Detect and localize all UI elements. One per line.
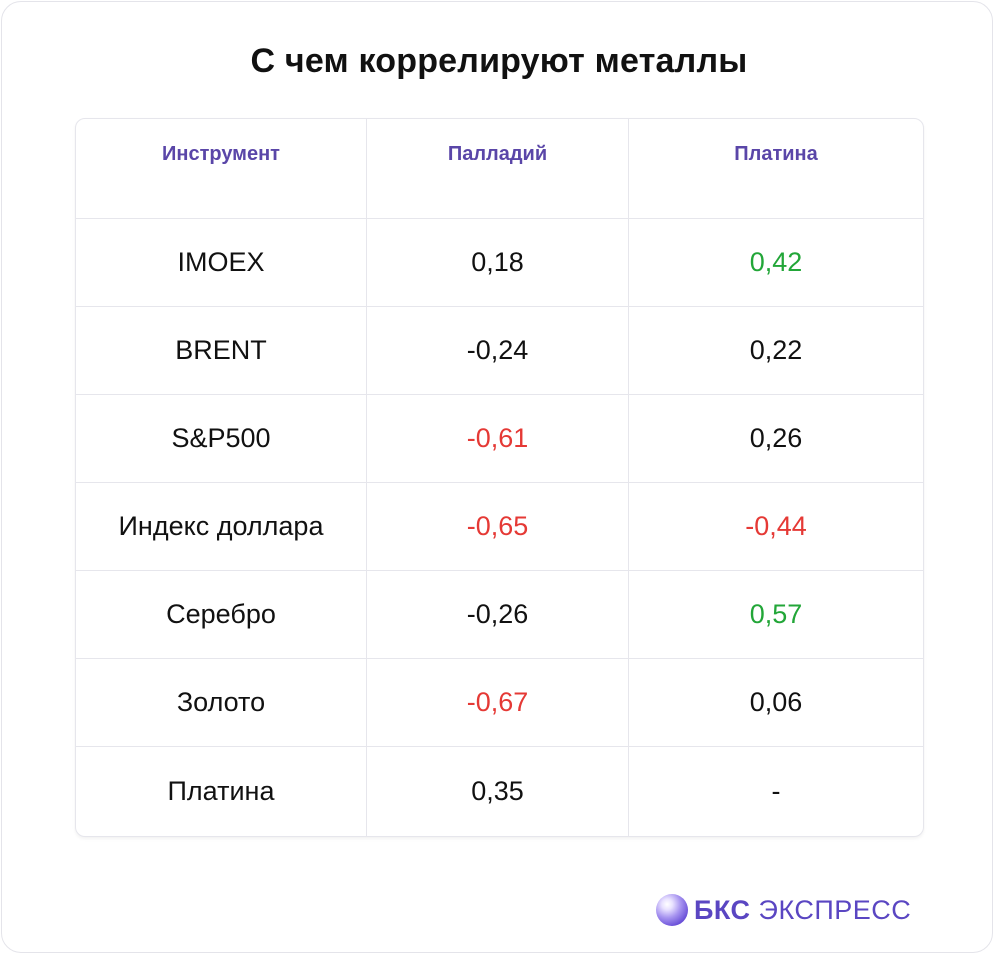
table-row: Серебро -0,26 0,57 xyxy=(76,571,923,659)
platinum-cell: -0,44 xyxy=(745,511,807,541)
table-row: Платина 0,35 - xyxy=(76,747,923,836)
platinum-cell: 0,06 xyxy=(749,687,803,717)
brand-name-rest: ЭКСПРЕСС xyxy=(758,894,912,925)
palladium-cell: -0,26 xyxy=(367,571,629,658)
correlation-table: Инструмент Палладий Платина IMOEX 0,18 0… xyxy=(75,118,924,837)
instrument-cell: Индекс доллара xyxy=(76,483,367,570)
instrument-cell: BRENT xyxy=(76,307,367,394)
platinum-cell: - xyxy=(771,776,781,806)
table-row: Индекс доллара -0,65 -0,44 xyxy=(76,483,923,571)
instrument-cell: IMOEX xyxy=(76,219,367,306)
header-instrument: Инструмент xyxy=(76,119,367,218)
palladium-cell: 0,18 xyxy=(367,219,629,306)
table-row: BRENT -0,24 0,22 xyxy=(76,307,923,395)
palladium-cell: 0,35 xyxy=(367,747,629,836)
instrument-cell: Платина xyxy=(76,747,367,836)
instrument-cell: Золото xyxy=(76,659,367,746)
brand-name: БКС ЭКСПРЕСС xyxy=(694,895,911,926)
platinum-cell: 0,22 xyxy=(749,335,803,365)
platinum-cell: 0,26 xyxy=(749,423,803,453)
table-row: IMOEX 0,18 0,42 xyxy=(76,219,923,307)
page-title: С чем коррелируют металлы xyxy=(250,42,748,80)
instrument-cell: S&P500 xyxy=(76,395,367,482)
header-platinum: Платина xyxy=(734,143,818,165)
palladium-cell: -0,67 xyxy=(367,659,629,746)
instrument-cell: Серебро xyxy=(76,571,367,658)
palladium-cell: -0,65 xyxy=(367,483,629,570)
sphere-logo-icon xyxy=(656,894,688,926)
brand-name-bold: БКС xyxy=(694,894,751,925)
table-row: S&P500 -0,61 0,26 xyxy=(76,395,923,483)
palladium-cell: -0,61 xyxy=(367,395,629,482)
platinum-cell: 0,57 xyxy=(749,599,803,629)
palladium-cell: -0,24 xyxy=(367,307,629,394)
brand-logo: БКС ЭКСПРЕСС xyxy=(656,892,911,928)
table-row: Золото -0,67 0,06 xyxy=(76,659,923,747)
platinum-cell: 0,42 xyxy=(749,247,803,277)
header-palladium: Палладий xyxy=(367,119,629,218)
table-header-row: Инструмент Палладий Платина xyxy=(76,119,923,219)
